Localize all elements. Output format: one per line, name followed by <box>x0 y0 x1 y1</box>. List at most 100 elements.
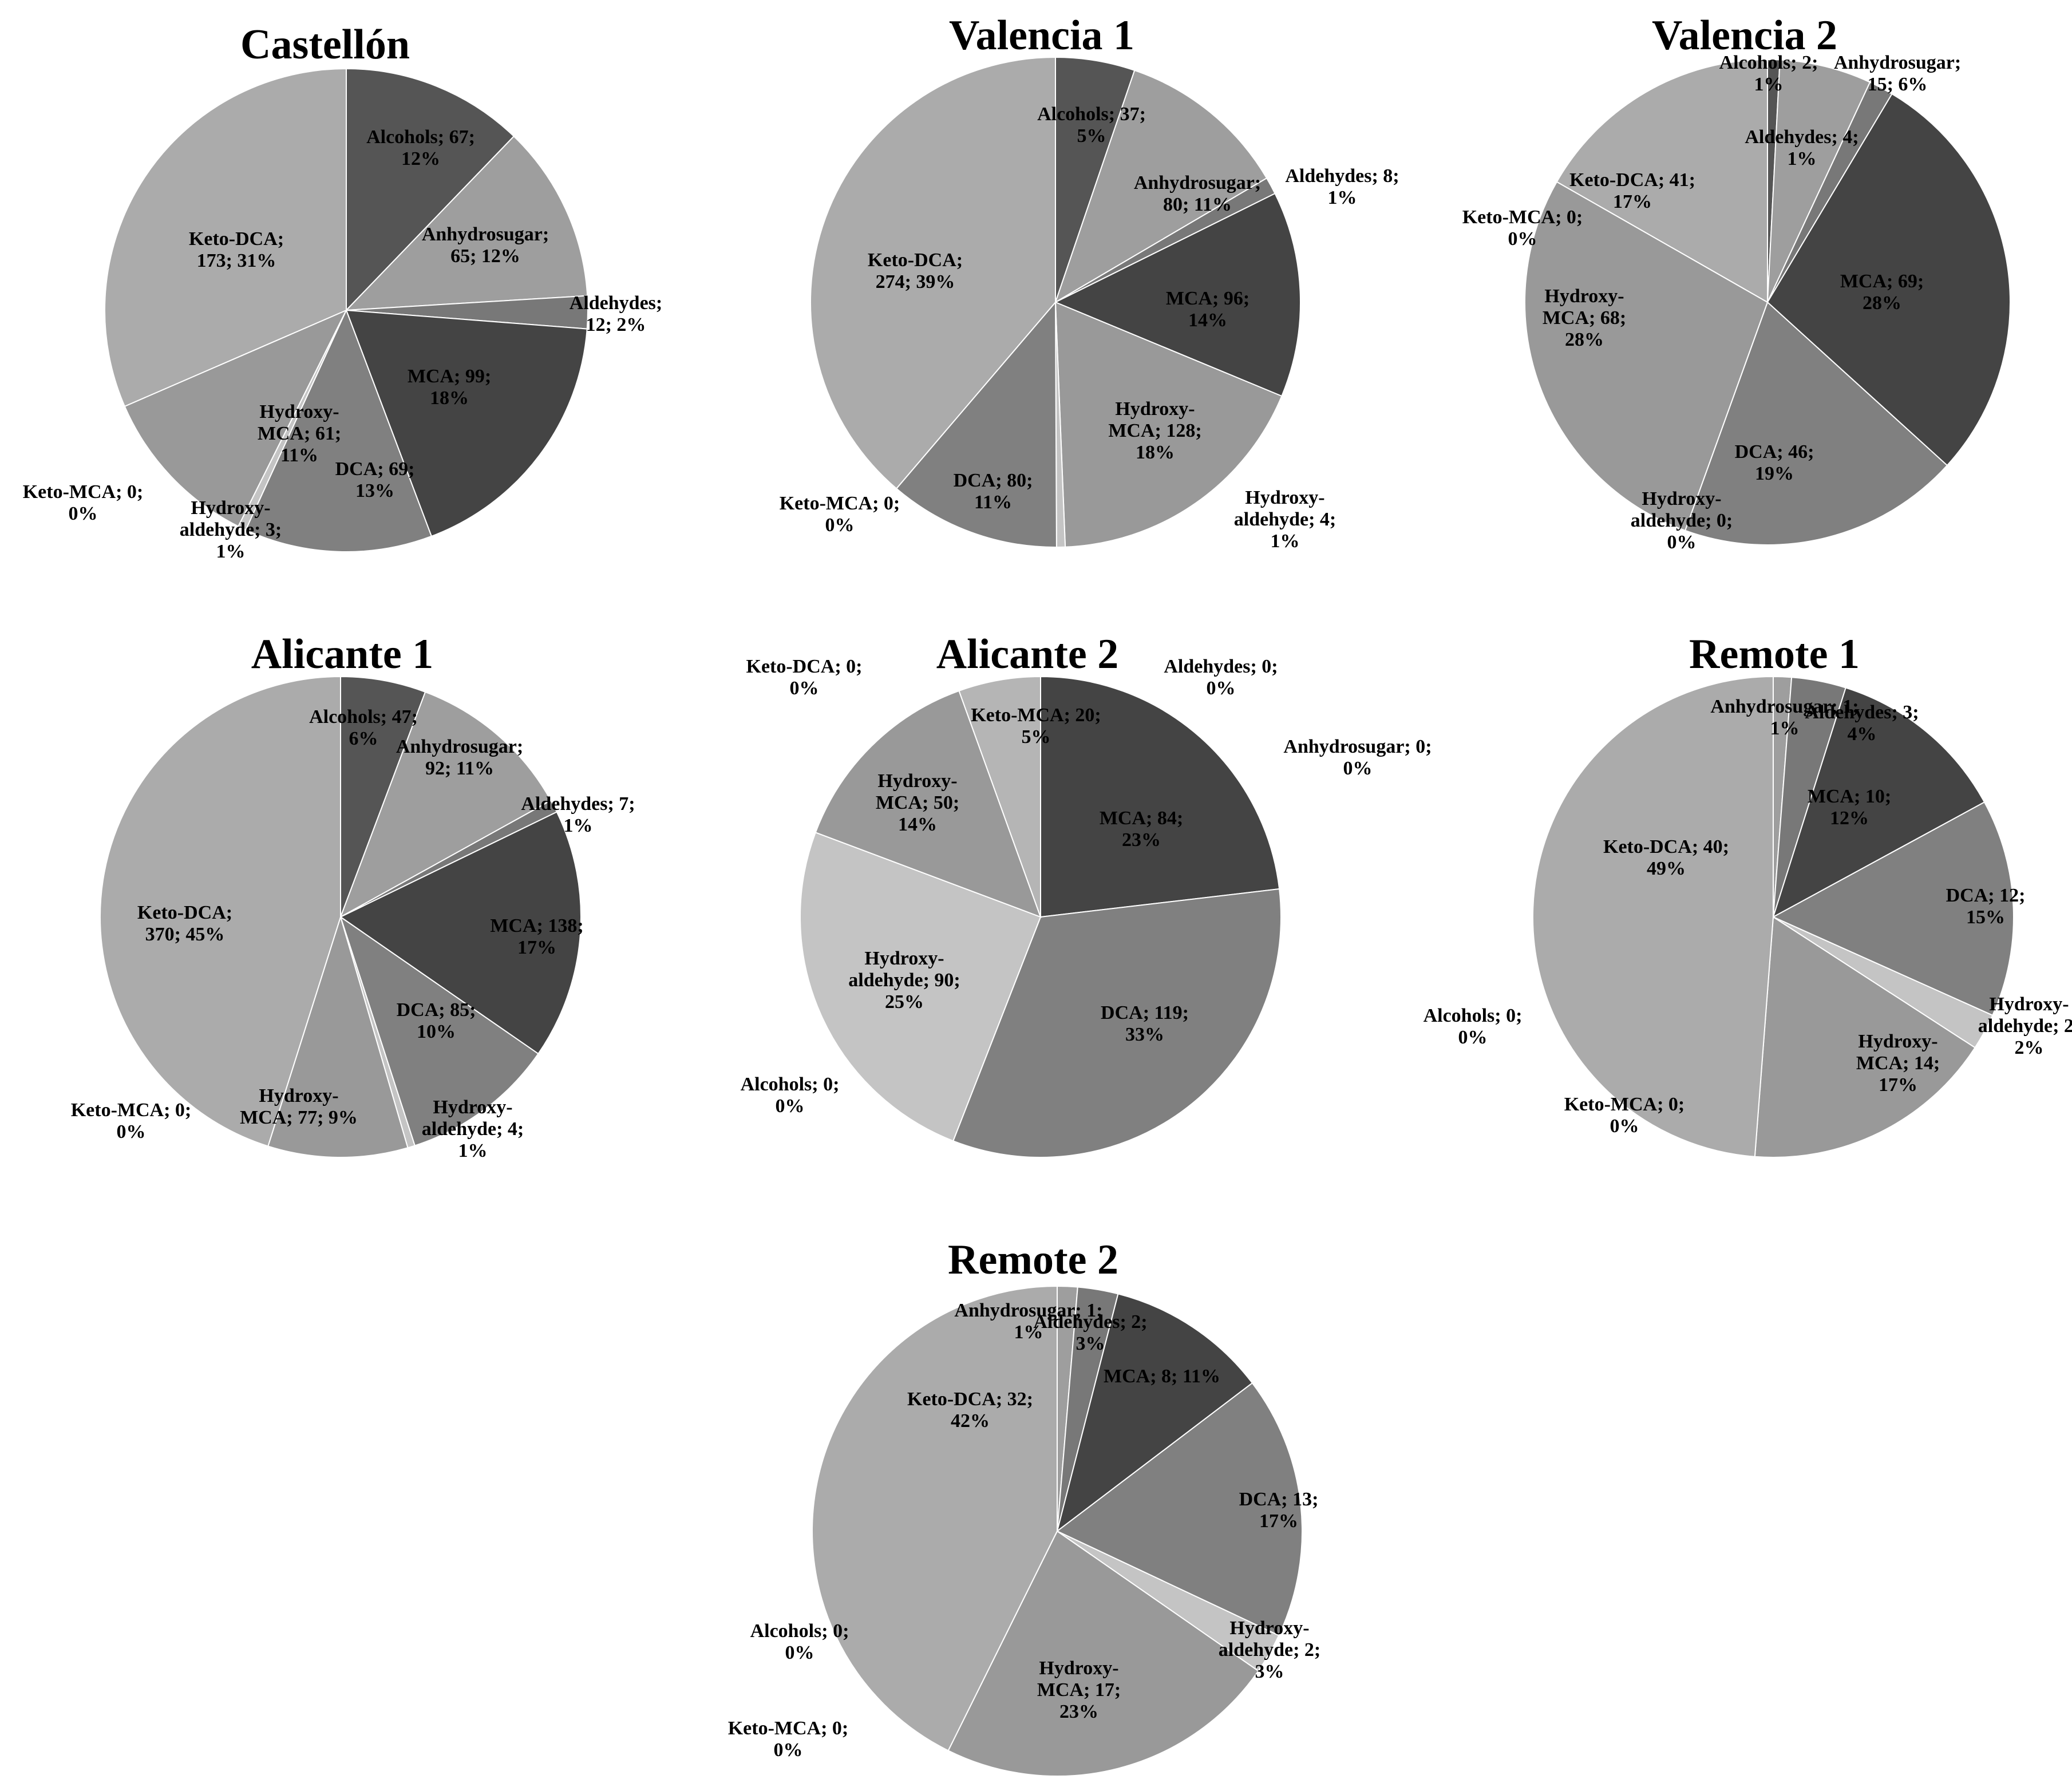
slice-label-keto-mca: Keto-MCA; 0; 0% <box>728 1718 849 1761</box>
pie-slice-keto-mca <box>958 675 1041 918</box>
pie-slice-anhydrosugar <box>1054 69 1268 304</box>
slice-label-hydroxy-mca: Hydroxy-MCA; 128; 18% <box>1108 398 1201 463</box>
slice-label-aldehydes: Aldehydes; 12; 2% <box>570 292 662 335</box>
pie-slice-anhydrosugar <box>339 691 552 919</box>
pie-slice-mca <box>1772 687 1986 919</box>
slice-label-alcohols: Alcohols; 0; 0% <box>750 1620 849 1663</box>
slice-label-hydroxy-mca: Hydroxy-MCA; 17; 23% <box>1037 1658 1121 1722</box>
pie-slice-dca <box>1684 301 1948 545</box>
slice-label-aldehydes: Aldehydes; 3; 4% <box>1805 702 1919 745</box>
slice-label-keto-dca: Keto-DCA; 40; 49% <box>1603 836 1729 879</box>
pie-slice-mca <box>1040 675 1280 918</box>
pie-chart-valencia-2: Valencia 2 Alcohols; 2; 1% Anhydrosugar; 15… <box>1462 12 2011 553</box>
pie-slice-hydroxy-mca <box>947 1530 1259 1777</box>
slice-label-anhydrosugar: Anhydrosugar; 65; 12% <box>422 224 549 267</box>
slice-label-keto-dca: Keto-DCA; 173; 31% <box>189 228 284 271</box>
slice-label-anhydrosugar: Anhydrosugar; 15; 6% <box>1834 52 1961 95</box>
slice-label-hydroxy-aldehyde: Hydroxy-aldehyde; 2; 3% <box>1219 1618 1321 1682</box>
slice-label-mca: MCA; 99; 18% <box>408 366 491 409</box>
pie-slice-alcohols <box>346 68 515 312</box>
pie-slice-keto-dca <box>812 1285 1058 1752</box>
slice-label-dca: DCA; 13; 17% <box>1239 1489 1319 1532</box>
pie-slice-hydroxy-mca <box>814 690 1042 918</box>
pie-slice-anhydrosugar <box>1767 59 1871 303</box>
pie-slice-hydroxy-mca <box>1754 916 1976 1159</box>
chart-title: Castellón <box>240 21 410 68</box>
pie-chart-alicante-2: Alicante 2 Aldehydes; 0; 0%Anhydrosugar; … <box>741 631 1432 1158</box>
slice-label-mca: MCA; 8; 11% <box>1104 1366 1220 1387</box>
pie-slice-keto-dca <box>1532 675 1774 1157</box>
slice-label-anhydrosugar: Anhydrosugar; 92; 11% <box>396 736 523 779</box>
pie-slice-hydroxy-mca <box>1524 181 1769 532</box>
pie-slice-dca <box>952 888 1282 1158</box>
pie-slice-keto-dca <box>100 675 341 1147</box>
pie-slice-keto-dca <box>810 56 1056 489</box>
slice-label-mca: MCA; 10; 12% <box>1808 786 1891 829</box>
slice-label-keto-mca: Keto-MCA; 20; 5% <box>971 705 1101 748</box>
slice-label-mca: MCA; 84; 23% <box>1100 808 1183 851</box>
pie-chart-valencia-1: Valencia 1 Alcohols; 37; 5% Anhydrosugar; 8… <box>780 12 1399 552</box>
pie-slice-hydroxy-mca <box>267 915 409 1158</box>
slice-label-hydroxy-aldehyde: Hydroxy-aldehyde; 0; 0% <box>1631 488 1733 553</box>
slice-label-aldehydes: Aldehydes; 4; 1% <box>1745 126 1859 169</box>
slice-label-dca: DCA; 85; 10% <box>397 999 476 1042</box>
slice-label-hydroxy-mca: Hydroxy-MCA; 61; 11% <box>258 401 341 466</box>
slice-label-mca: MCA; 138; 17% <box>490 915 583 958</box>
pie-slice-alcohols <box>340 675 426 918</box>
pie-slice-alcohols <box>1055 56 1136 303</box>
pie-slice-anhydrosugar <box>345 135 588 311</box>
slice-label-dca: DCA; 69; 13% <box>335 458 415 501</box>
pie-slice-dca <box>895 301 1057 548</box>
slice-label-dca: DCA; 12; 15% <box>1946 885 2026 928</box>
slice-label-aldehydes: Aldehydes; 0; 0% <box>1164 656 1278 699</box>
slice-label-hydroxy-mca: Hydroxy-MCA; 68; 28% <box>1543 286 1626 350</box>
pie-slice-keto-dca <box>1556 58 1768 303</box>
pie-slice-mca <box>1766 93 2011 466</box>
slice-label-hydroxy-mca: Hydroxy-MCA; 77; 9% <box>240 1085 358 1128</box>
pie-slice-mca <box>345 309 588 537</box>
slice-label-alcohols: Alcohols; 0; 0% <box>741 1074 840 1117</box>
slice-label-keto-dca: Keto-DCA; 0; 0% <box>746 656 863 699</box>
slice-label-hydroxy-aldehyde: Hydroxy-aldehyde; 4; 1% <box>1234 487 1336 552</box>
slice-label-dca: DCA; 119; 33% <box>1101 1002 1189 1045</box>
slice-label-hydroxy-aldehyde: Hydroxy-aldehyde; 3; 1% <box>180 497 282 562</box>
slice-label-keto-dca: Keto-DCA; 274; 39% <box>868 250 963 292</box>
slice-label-alcohols: Alcohols; 0; 0% <box>1423 1005 1523 1048</box>
pie-chart-remote-2: Remote 2 Anhydrosugar; 1; 1%Aldehydes; 2;… <box>728 1236 1321 1777</box>
pie-chart-alicante-1: Alicante 1 Alcohols; 47; 6% Anhydrosugar; 9… <box>71 631 635 1161</box>
slice-label-keto-mca: Keto-MCA; 0; 0% <box>780 493 900 536</box>
pie-slice-dca <box>1056 1382 1303 1636</box>
slice-label-keto-mca: Keto-MCA; 0; 0% <box>1462 207 1583 250</box>
chart-title: Remote 2 <box>948 1236 1118 1283</box>
slice-label-alcohols: Alcohols; 47; 6% <box>309 706 418 749</box>
slice-label-hydroxy-mca: Hydroxy-MCA; 14; 17% <box>1856 1031 1940 1096</box>
chart-title: Valencia 2 <box>1652 12 1837 59</box>
slice-label-dca: DCA; 80; 11% <box>954 470 1033 513</box>
slice-label-anhydrosugar: Anhydrosugar; 80; 11% <box>1134 172 1261 215</box>
pie-slice-dca <box>339 915 539 1147</box>
slice-label-keto-dca: Keto-DCA; 41; 17% <box>1569 169 1695 212</box>
slice-label-keto-mca: Keto-MCA; 0; 0% <box>23 481 144 524</box>
chart-title: Remote 1 <box>1689 631 1860 678</box>
pie-slice-keto-dca <box>104 68 347 408</box>
pie-chart-remote-1: Remote 1 Anhydrosugar; 1; 1%Aldehydes; 3;… <box>1423 631 2072 1159</box>
pie-slice-hydroxy-aldehyde <box>799 832 1042 1142</box>
slice-label-keto-dca: Keto-DCA; 32; 42% <box>907 1389 1033 1432</box>
slice-label-anhydrosugar: Anhydrosugar; 1; 1% <box>954 1300 1102 1343</box>
pie-slice-hydroxy-mca <box>124 309 348 527</box>
slice-label-hydroxy-aldehyde: Hydroxy-aldehyde; 2; 2% <box>1978 994 2072 1058</box>
chart-title: Alicante 2 <box>936 631 1119 678</box>
slice-label-hydroxy-aldehyde: Hydroxy-aldehyde; 4; 1% <box>422 1097 524 1161</box>
slice-label-aldehydes: Aldehydes; 7; 1% <box>521 793 635 836</box>
chart-title: Valencia 1 <box>949 12 1134 59</box>
slice-label-alcohols: Alcohols; 37; 5% <box>1037 104 1146 147</box>
pie-slice-hydroxy-mca <box>1054 301 1283 548</box>
pie-slice-dca <box>245 309 433 552</box>
slice-label-keto-dca: Keto-DCA; 370; 45% <box>137 902 232 945</box>
slice-label-aldehydes: Aldehydes; 8; 1% <box>1285 165 1399 208</box>
slice-label-alcohols: Alcohols; 67; 12% <box>366 126 475 169</box>
slice-label-mca: MCA; 69; 28% <box>1840 271 1924 314</box>
pie-slice-mca <box>1054 192 1301 397</box>
slice-label-dca: DCA; 46; 19% <box>1735 441 1814 484</box>
slice-label-keto-mca: Keto-MCA; 0; 0% <box>71 1100 192 1142</box>
